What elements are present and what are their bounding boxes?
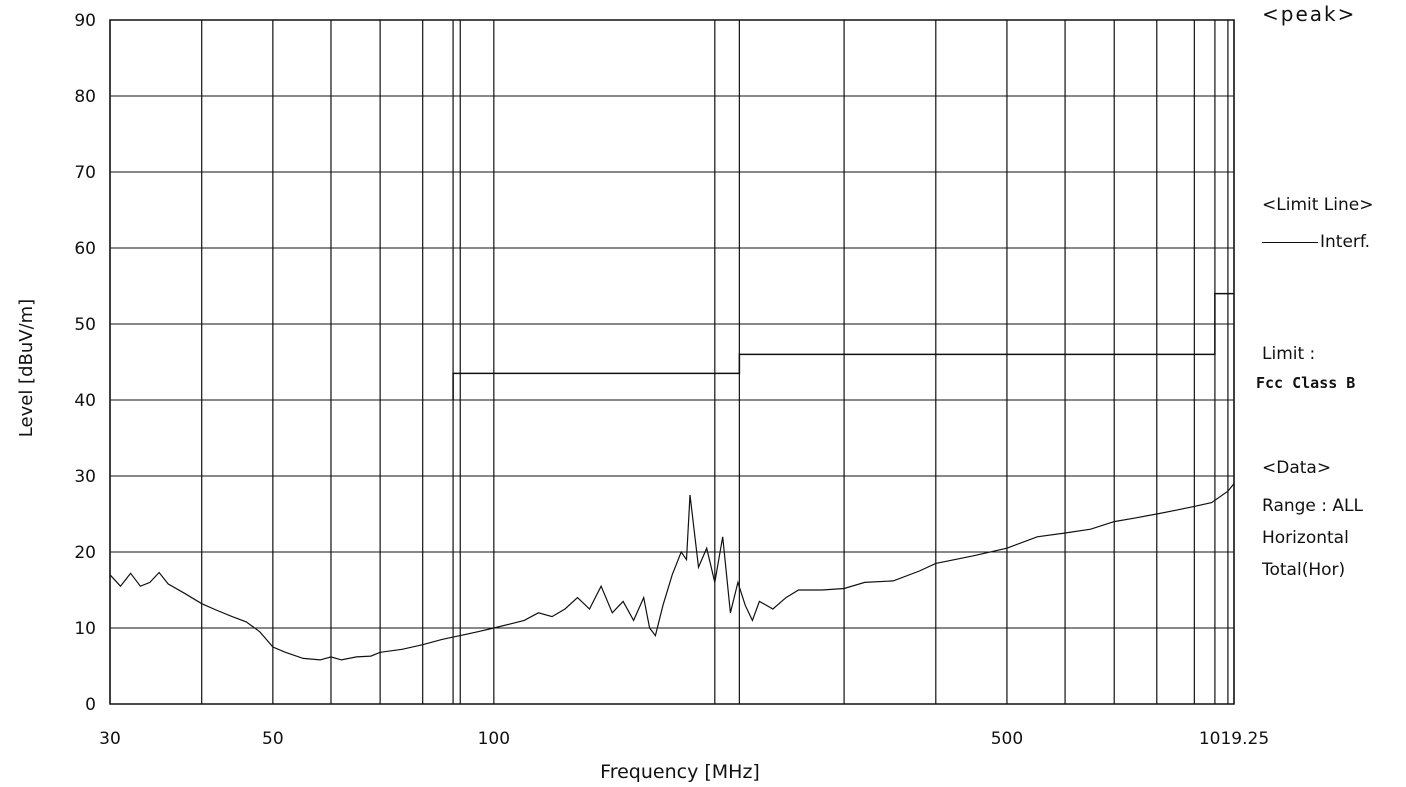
legend-interf-entry: Interf. bbox=[1262, 232, 1370, 252]
legend-range-label: Range : ALL bbox=[1262, 496, 1363, 516]
y-tick-label: 10 bbox=[74, 619, 96, 639]
limit-line bbox=[452, 292, 1234, 400]
series-layer bbox=[109, 292, 1235, 661]
legend-mode: <peak> bbox=[1262, 2, 1357, 26]
legend-polarization: Horizontal bbox=[1262, 528, 1349, 548]
y-tick-label: 70 bbox=[74, 163, 96, 183]
y-tick-label: 60 bbox=[74, 239, 96, 259]
x-tick-label: 30 bbox=[99, 729, 121, 749]
legend-limit-label: Limit : bbox=[1262, 344, 1316, 364]
x-tick-label: 500 bbox=[991, 729, 1023, 749]
y-tick-label: 50 bbox=[74, 315, 96, 335]
y-tick-label: 40 bbox=[74, 391, 96, 411]
y-tick-label: 80 bbox=[74, 87, 96, 107]
y-tick-label: 0 bbox=[85, 695, 96, 715]
y-tick-label: 30 bbox=[74, 467, 96, 487]
legend-data-header: <Data> bbox=[1262, 458, 1332, 478]
measured-data-line bbox=[109, 483, 1235, 661]
legend-limit-line-header: <Limit Line> bbox=[1262, 195, 1374, 215]
x-tick-label: 1019.25 bbox=[1199, 729, 1269, 749]
y-tick-labels: 0 10 20 30 40 50 60 70 80 90 bbox=[74, 11, 96, 715]
x-tick-label: 100 bbox=[478, 729, 510, 749]
legend-limit-value: Fcc Class B bbox=[1256, 374, 1356, 392]
x-tick-label: 50 bbox=[262, 729, 284, 749]
y-axis-label: Level [dBuV/m] bbox=[16, 299, 37, 437]
legend-interf-label: Interf. bbox=[1320, 232, 1371, 252]
legend-interf-swatch bbox=[1262, 241, 1318, 243]
grid-lines bbox=[109, 19, 1235, 705]
x-axis-label: Frequency [MHz] bbox=[600, 761, 760, 783]
legend-total-label: Total(Hor) bbox=[1262, 560, 1346, 580]
y-tick-label: 20 bbox=[74, 543, 96, 563]
y-tick-label: 90 bbox=[74, 11, 96, 31]
x-tick-labels: 30 50 100 500 1019.25 bbox=[99, 729, 1269, 749]
